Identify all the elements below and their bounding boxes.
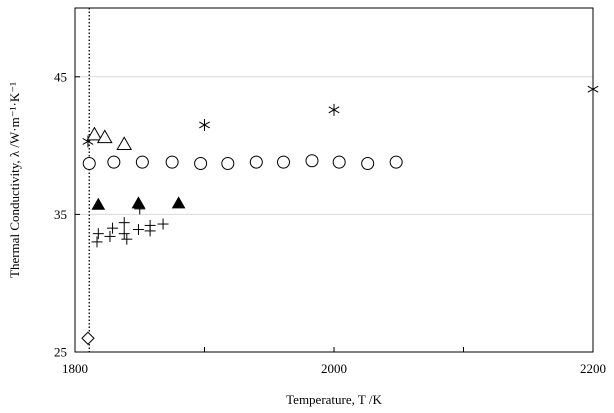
- data-point-open-circle: [249, 155, 263, 169]
- data-point-open-circle: [194, 156, 208, 170]
- markers: [81, 83, 599, 345]
- data-point-plus: [107, 222, 119, 234]
- x-tick-label: 1800: [62, 361, 88, 376]
- grid-lines: [75, 76, 593, 215]
- data-point-open-triangle: [86, 126, 103, 141]
- data-point-open-circle: [165, 155, 179, 169]
- data-point-plus: [118, 228, 130, 240]
- data-point-open-circle: [82, 156, 96, 170]
- y-tick-label: 35: [54, 207, 67, 222]
- data-point-open-circle: [305, 154, 319, 168]
- data-point-plus: [144, 225, 156, 237]
- data-point-plus: [132, 224, 144, 236]
- x-axis-label: Temperature, T /K: [286, 392, 382, 407]
- asterisk-stroke: [328, 106, 340, 114]
- data-point-plus: [118, 217, 130, 229]
- data-point-open-triangle: [96, 129, 113, 144]
- data-point-open-circle: [361, 156, 375, 170]
- y-tick-label: 45: [54, 69, 67, 84]
- y-tick-label: 25: [54, 345, 67, 360]
- data-point-asterisk: [199, 118, 210, 131]
- data-point-asterisk: [328, 103, 340, 116]
- asterisk-stroke: [199, 121, 210, 129]
- data-point-open-circle: [276, 155, 290, 169]
- data-point-plus: [91, 236, 103, 248]
- data-point-open-diamond: [81, 331, 95, 345]
- plot-frame: [74, 7, 594, 353]
- data-point-open-circle: [389, 155, 403, 169]
- data-point-filled-triangle: [131, 196, 146, 209]
- data-point-filled-triangle: [171, 196, 186, 209]
- axis-ticks: [74, 76, 594, 353]
- data-point-filled-triangle: [91, 197, 106, 210]
- tick-labels: 1800 2000 2200 25 35 45: [54, 69, 606, 376]
- data-point-open-circle: [221, 156, 235, 170]
- data-point-open-circle: [332, 155, 346, 169]
- data-point-plus: [121, 233, 133, 245]
- data-point-plus: [134, 203, 146, 215]
- x-tick-label: 2200: [580, 361, 606, 376]
- data-point-open-circle: [135, 155, 149, 169]
- data-point-open-triangle: [116, 136, 133, 150]
- data-point-open-circle: [107, 155, 121, 169]
- data-point-plus: [92, 228, 104, 240]
- data-point-plus: [157, 218, 169, 230]
- y-axis-label: Thermal Conductivity, λ /W·m⁻¹·K⁻¹: [7, 82, 22, 278]
- x-tick-label: 2000: [321, 361, 347, 376]
- data-point-plus: [104, 230, 116, 242]
